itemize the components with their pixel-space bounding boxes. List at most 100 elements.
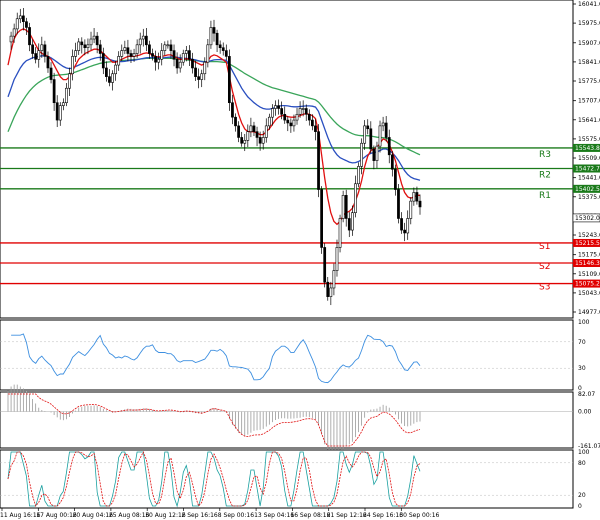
candle-down (314, 125, 317, 132)
candle-up (65, 87, 68, 104)
candle-down (240, 137, 244, 144)
candle-up (406, 218, 410, 234)
candle-up (120, 50, 124, 57)
candle-down (28, 27, 31, 46)
candle-down (234, 116, 237, 127)
candle-down (280, 108, 284, 115)
candle-up (301, 108, 305, 110)
candle-up (246, 131, 250, 141)
time-tick-label: 30 Aug 12:16 (145, 512, 186, 519)
time-tick-label: 25 Aug 08:16 (109, 512, 150, 519)
candle-down (43, 44, 47, 57)
candle-down (34, 53, 38, 60)
macd-tick-label: 82.07 (578, 391, 595, 398)
price-tick-label: 15441.0 (578, 175, 600, 182)
time-tick-label: 13 Sep 04:16 (254, 512, 294, 519)
level-label-r1: R1 (539, 191, 551, 201)
candle-up (338, 218, 342, 248)
macd-tick-label: -161.07 (578, 443, 600, 450)
price-tick-label: 15109.0 (578, 271, 600, 278)
level-price-text-r3: 15543.8 (575, 145, 600, 152)
candle-up (292, 119, 296, 127)
macd-signal-line (8, 393, 421, 447)
candle-down (397, 189, 400, 219)
price-tick-label: 15975.0 (578, 20, 600, 27)
candle-up (61, 102, 65, 106)
candle-up (329, 287, 333, 297)
candle-up (40, 44, 44, 51)
candle-down (252, 125, 256, 132)
candle-down (289, 122, 293, 127)
candle-up (163, 44, 167, 51)
candle-up (412, 192, 416, 202)
candle-down (194, 67, 197, 77)
stochastic-lines: 100 80 20 0 (0, 449, 590, 510)
candle-down (372, 148, 376, 161)
rsi-tick-label: 30 (578, 365, 586, 372)
level-price-text-s3: 15075.2 (575, 281, 600, 288)
candle-up (381, 122, 385, 127)
candle-down (95, 35, 99, 46)
macd-tick-label: 0.00 (578, 409, 592, 416)
candle-down (394, 168, 397, 190)
rsi-tick-label: 70 (578, 339, 586, 346)
candle-down (227, 56, 231, 104)
stoch-tick-label: 100 (578, 449, 590, 456)
candle-down (307, 113, 311, 121)
stoch-tick-label: 0 (578, 503, 582, 510)
price-tick-label: 15707.0 (578, 98, 600, 105)
ma-blue-line (7, 55, 421, 181)
candle-down (49, 67, 53, 80)
rsi-panel-frame (0, 319, 574, 391)
candle-up (184, 50, 188, 54)
current-price-text: 15302.0 (575, 215, 600, 222)
candle-up (360, 142, 363, 167)
candle-down (326, 281, 330, 297)
rsi-tick-label: 0 (578, 385, 582, 392)
candle-up (123, 47, 127, 51)
price-panel: R3 15543.8 R2 15472.7 R1 15402.5 S1 15215.5 S2 15… (0, 0, 600, 319)
candle-up (200, 73, 204, 80)
candle-down (151, 53, 154, 57)
price-tick-label: 15043.0 (578, 290, 600, 297)
time-tick-label: 20 Aug 04:16 (73, 512, 114, 519)
candle-up (138, 38, 142, 46)
stochastic-panel: 100 80 20 0 (0, 449, 590, 510)
rsi-tick-label: 100 (578, 319, 590, 326)
candle-down (218, 44, 222, 49)
candle-down (400, 218, 403, 231)
candle-up (178, 61, 182, 69)
ma-red-line (7, 28, 420, 226)
macd-histogram: 82.07 0.00 -161.07 (0, 384, 600, 459)
candle-up (249, 125, 253, 132)
candle-up (264, 125, 268, 138)
candle-down (154, 56, 157, 63)
candle-down (317, 131, 320, 190)
time-tick-label: 11 Aug 16:16 (0, 512, 41, 519)
candle-up (157, 58, 161, 63)
time-tick-label: 8 Sep 00:16 (218, 512, 254, 519)
candle-down (46, 56, 50, 69)
stoch-tick-label: 80 (578, 460, 586, 467)
candle-down (418, 200, 422, 208)
candle-down (258, 137, 262, 144)
level-price-tag-s1 (573, 238, 600, 247)
price-tick-label: 15509.0 (578, 155, 600, 162)
candle-up (350, 212, 354, 231)
time-tick-label: 17 Aug 00:16 (36, 512, 77, 519)
candle-down (215, 32, 219, 46)
candle-down (55, 102, 59, 121)
candle-up (332, 270, 336, 289)
candle-up (141, 35, 145, 40)
price-tick-label: 15175.0 (578, 252, 600, 259)
level-label-s2: S2 (539, 262, 550, 272)
candle-down (101, 53, 105, 69)
candle-down (172, 50, 176, 60)
price-tick-label: 15243.0 (578, 232, 600, 239)
time-tick-label: 30 Sep 00:16 (399, 512, 439, 519)
candle-down (403, 229, 407, 234)
candle-down (231, 102, 234, 118)
rsi-panel: 100 70 30 0 (0, 319, 590, 392)
candle-up (89, 38, 93, 46)
